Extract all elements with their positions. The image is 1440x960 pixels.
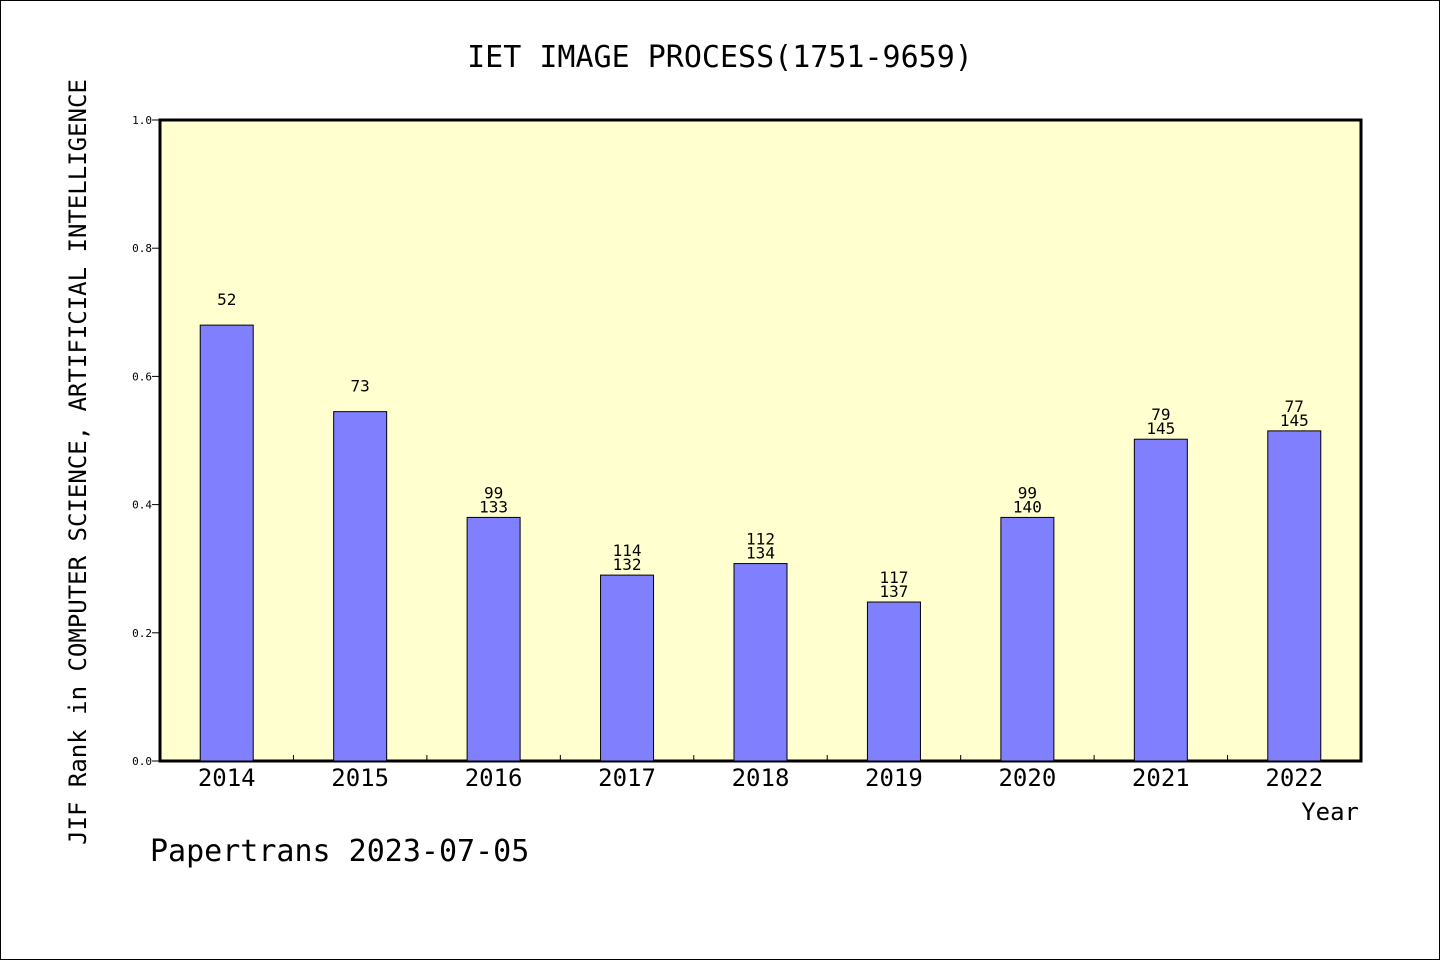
bar-data-label: 132 (613, 555, 642, 574)
y-tick-label: 0.2 (132, 627, 152, 640)
bar-data-label: 140 (1013, 497, 1042, 516)
bar (1133, 438, 1188, 762)
credit-text: Papertrans 2023-07-05 (150, 834, 530, 869)
chart-title: IET IMAGE PROCESS(1751-9659) (467, 40, 973, 75)
bar-data-label: 145 (1146, 419, 1175, 438)
bar (866, 601, 921, 762)
bars (199, 324, 1322, 762)
y-tick-label: 0.4 (132, 499, 152, 512)
bar-data-label: 99 (484, 483, 503, 502)
x-tick-label: 2014 (198, 764, 256, 792)
bar (600, 574, 655, 762)
bar-data-label: 73 (351, 377, 370, 396)
bar-data-label: 137 (879, 582, 908, 601)
y-tick-label: 0.0 (132, 755, 152, 768)
bar (466, 516, 521, 762)
x-tick-label: 2022 (1265, 764, 1323, 792)
bar-data-label: 114 (613, 541, 642, 560)
y-tick-label: 0.6 (132, 370, 152, 383)
x-tick-label: 2017 (598, 764, 656, 792)
bar (333, 411, 388, 762)
bar-data-label: 77 (1285, 397, 1304, 416)
bar-data-label: 112 (746, 530, 775, 549)
bar-labels: 5273991331141321121341171379914079145771… (217, 290, 1309, 601)
bar-data-label: 145 (1280, 411, 1309, 430)
bar (733, 563, 788, 762)
bar-data-label: 117 (879, 568, 908, 587)
bar (1000, 516, 1055, 762)
x-tick-label: 2021 (1132, 764, 1190, 792)
bar-data-label: 133 (479, 497, 508, 516)
x-tick-label: 2018 (732, 764, 790, 792)
x-axis: 2014 2015 2016 2017 2018 2019 2020 2021 2022 (198, 755, 1323, 792)
x-axis-label: Year (1301, 798, 1359, 826)
y-axis-label: JIF Rank in COMPUTER SCIENCE, ARTIFICIAL… (64, 79, 92, 845)
bar-data-label: 99 (1018, 483, 1037, 502)
bar-data-label: 79 (1151, 405, 1170, 424)
x-tick-label: 2019 (865, 764, 923, 792)
bar (199, 324, 254, 762)
x-tick-label: 2015 (331, 764, 389, 792)
bar-data-label: 134 (746, 544, 775, 563)
bar-data-label: 52 (217, 290, 236, 309)
x-tick-label: 2016 (465, 764, 523, 792)
y-axis: 0.0 0.2 0.4 0.6 0.8 1.0 (132, 114, 160, 768)
y-tick-label: 0.8 (132, 242, 152, 255)
bar (1267, 430, 1322, 762)
x-tick-label: 2020 (998, 764, 1056, 792)
y-tick-label: 1.0 (132, 114, 152, 127)
